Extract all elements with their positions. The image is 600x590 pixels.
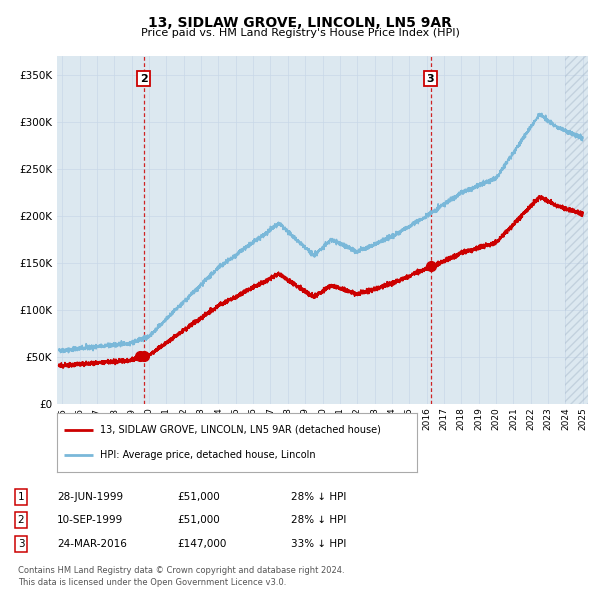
Bar [565, 56, 588, 404]
Text: £147,000: £147,000 [177, 539, 226, 549]
Text: 10-SEP-1999: 10-SEP-1999 [57, 516, 123, 525]
Text: 1: 1 [17, 492, 25, 502]
Text: 33% ↓ HPI: 33% ↓ HPI [291, 539, 346, 549]
Text: 13, SIDLAW GROVE, LINCOLN, LN5 9AR: 13, SIDLAW GROVE, LINCOLN, LN5 9AR [148, 16, 452, 30]
Text: £51,000: £51,000 [177, 492, 220, 502]
Text: HPI: Average price, detached house, Lincoln: HPI: Average price, detached house, Linc… [100, 451, 316, 460]
Text: 24-MAR-2016: 24-MAR-2016 [57, 539, 127, 549]
Text: 2: 2 [140, 74, 148, 84]
Text: 28% ↓ HPI: 28% ↓ HPI [291, 492, 346, 502]
Text: £51,000: £51,000 [177, 516, 220, 525]
Bar [565, 56, 588, 404]
Text: 3: 3 [427, 74, 434, 84]
Text: Contains HM Land Registry data © Crown copyright and database right 2024.
This d: Contains HM Land Registry data © Crown c… [18, 566, 344, 587]
Text: Price paid vs. HM Land Registry's House Price Index (HPI): Price paid vs. HM Land Registry's House … [140, 28, 460, 38]
Text: 28% ↓ HPI: 28% ↓ HPI [291, 516, 346, 525]
Text: 2: 2 [17, 516, 25, 525]
Text: 3: 3 [17, 539, 25, 549]
Text: 28-JUN-1999: 28-JUN-1999 [57, 492, 123, 502]
Text: 13, SIDLAW GROVE, LINCOLN, LN5 9AR (detached house): 13, SIDLAW GROVE, LINCOLN, LN5 9AR (deta… [100, 425, 381, 434]
